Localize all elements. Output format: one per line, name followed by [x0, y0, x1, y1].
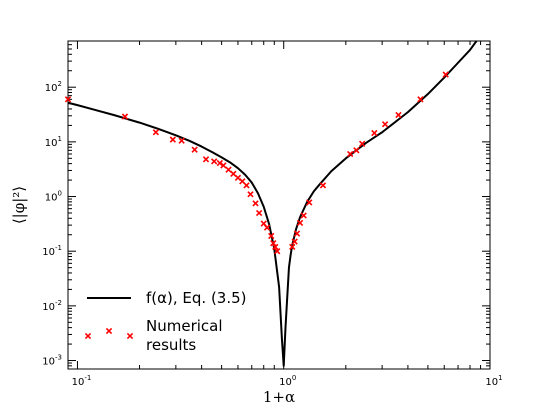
data-point-marker — [121, 113, 129, 120]
data-point-marker — [289, 243, 296, 251]
data-point-marker — [395, 111, 402, 119]
data-point-marker — [293, 230, 301, 237]
x-axis-label: 1+α — [263, 388, 295, 406]
curve-group — [67, 40, 478, 367]
y-tick-label: 102 — [45, 80, 62, 94]
data-point-marker — [263, 224, 271, 231]
legend-marker — [126, 332, 134, 340]
data-point-marker — [255, 209, 263, 217]
data-point-marker — [296, 219, 304, 227]
data-point-marker — [210, 158, 218, 165]
data-point-marker — [169, 136, 176, 143]
series-curve-line — [67, 40, 478, 367]
data-point-marker — [64, 96, 72, 103]
data-point-marker — [319, 182, 327, 189]
x-tick-label: 101 — [485, 374, 502, 388]
data-point-marker — [274, 248, 281, 255]
x-tick-label: 10-1 — [72, 374, 92, 388]
data-point-marker — [202, 156, 210, 163]
data-point-marker — [347, 150, 354, 158]
legend-marker — [105, 327, 113, 335]
y-tick-label: 10-1 — [42, 244, 62, 258]
data-point-marker — [353, 147, 360, 154]
ticks: 10-1 100 101 10-3 10-2 10-1 100 101 102 — [42, 40, 503, 388]
data-point-marker — [252, 200, 259, 207]
data-point-marker — [442, 71, 449, 78]
y-tick-label: 10-3 — [42, 354, 62, 368]
legend-marker — [84, 332, 92, 340]
legend-markers — [84, 327, 134, 340]
data-point-marker — [220, 162, 227, 169]
y-tick-label: 10-2 — [42, 299, 62, 313]
legend: f(α), Eq. (3.5) Numerical results — [84, 289, 247, 354]
data-point-marker — [306, 199, 313, 206]
data-point-marker — [270, 240, 277, 247]
x-tick-label: 100 — [279, 374, 296, 388]
legend-label-numerical-line2: results — [146, 336, 196, 354]
legend-label-curve: f(α), Eq. (3.5) — [146, 289, 247, 307]
data-point-marker — [152, 129, 160, 136]
data-point-marker — [381, 121, 389, 128]
data-point-marker — [247, 191, 254, 198]
data-point-marker — [225, 166, 232, 173]
y-tick-label: 101 — [45, 135, 62, 149]
data-point-marker — [371, 129, 378, 137]
data-point-marker — [272, 243, 279, 251]
data-point-marker — [291, 238, 298, 245]
data-point-marker — [300, 212, 307, 219]
data-point-marker — [178, 137, 185, 144]
y-axis-label: ⟨|φ|²⟩ — [10, 186, 28, 224]
points-group — [64, 71, 449, 255]
data-point-marker — [216, 159, 223, 167]
y-tick-label: 100 — [45, 190, 62, 204]
data-point-marker — [358, 140, 366, 148]
plot-frame — [67, 40, 491, 370]
data-point-marker — [243, 182, 250, 189]
data-point-marker — [268, 232, 275, 240]
legend-label-numerical-line1: Numerical — [146, 317, 223, 335]
data-point-marker — [191, 146, 198, 153]
data-point-marker — [417, 96, 424, 103]
